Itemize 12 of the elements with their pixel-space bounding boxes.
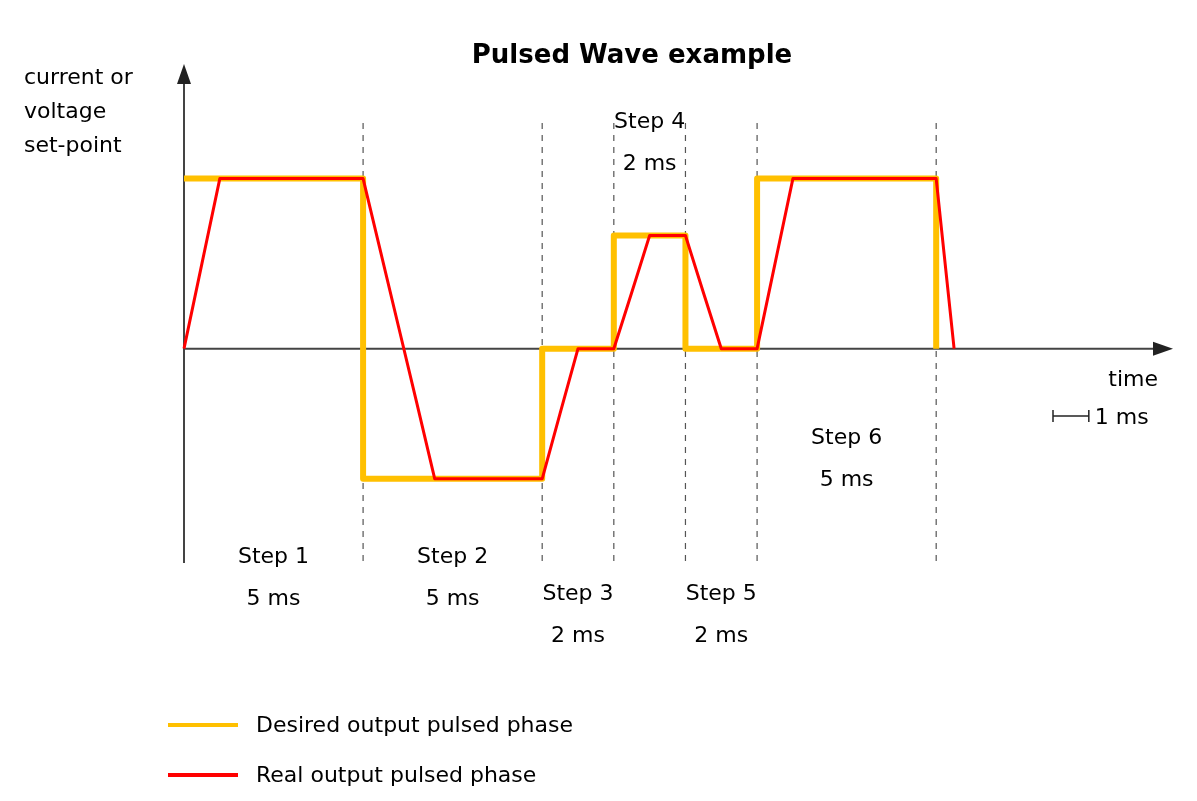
legend-label: Desired output pulsed phase: [256, 712, 574, 737]
annotation: 1 ms: [1094, 404, 1149, 429]
text: Step 5 2 ms: [685, 580, 757, 647]
text: Step 2 5 ms: [417, 543, 489, 610]
annotation: Step 6 5 ms: [811, 424, 883, 491]
text: Step 4 2 ms: [614, 108, 686, 175]
text: Step 1 5 ms: [238, 543, 310, 610]
x-axis-title: time: [1108, 366, 1158, 391]
legend-label: Real output pulsed phase: [256, 762, 537, 787]
y-axis-title: current or voltage set-point: [24, 64, 134, 157]
chart-title: Pulsed Wave example: [471, 39, 793, 69]
text: Step 3 2 ms: [542, 580, 614, 647]
